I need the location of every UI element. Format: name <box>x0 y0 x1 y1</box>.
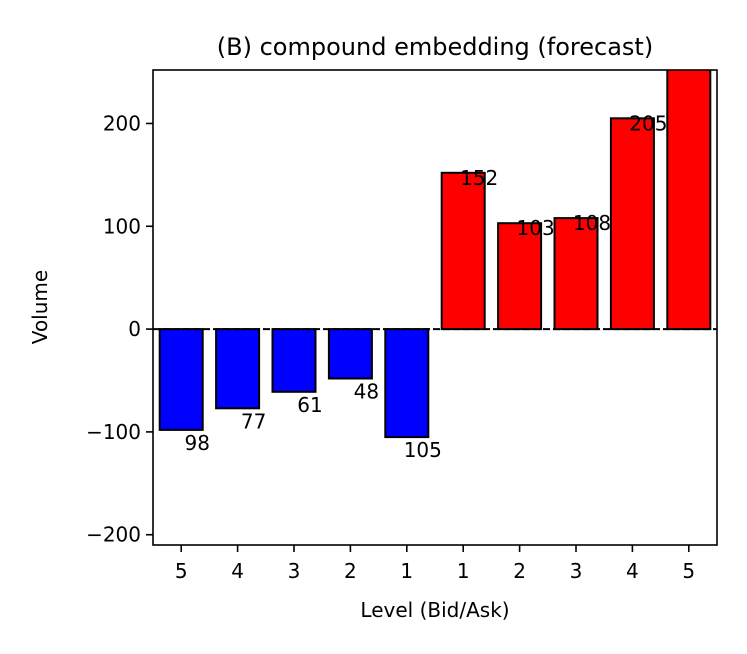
x-tick-label-2: 3 <box>288 559 301 583</box>
y-tick-label-2: 0 <box>128 317 141 341</box>
ask-bar-3 <box>553 217 599 331</box>
data-label-6: 103 <box>517 216 555 240</box>
data-label-0: 98 <box>184 431 209 455</box>
bid-bar-1 <box>384 328 430 439</box>
y-axis-label: Volume <box>28 270 52 344</box>
data-label-7: 108 <box>573 211 611 235</box>
x-tick-label-7: 3 <box>570 559 583 583</box>
ask-bar-4 <box>609 117 655 331</box>
ask-bar-2 <box>497 222 543 331</box>
bars-group <box>158 70 712 439</box>
bid-bar-3 <box>271 328 317 393</box>
bid-bar-4 <box>215 328 261 410</box>
x-tick-label-8: 4 <box>626 559 639 583</box>
x-tick-label-9: 5 <box>682 559 695 583</box>
data-label-4: 105 <box>404 438 442 462</box>
ask-bar-1 <box>440 171 486 331</box>
x-axis-label: Level (Bid/Ask) <box>360 598 509 622</box>
y-tick-label-4: 200 <box>103 111 141 135</box>
x-tick-label-0: 5 <box>175 559 188 583</box>
bid-bar-5 <box>158 328 204 431</box>
data-label-5: 152 <box>460 166 498 190</box>
x-tick-label-5: 1 <box>457 559 470 583</box>
data-label-8: 205 <box>629 111 667 135</box>
y-tick-label-3: 100 <box>103 214 141 238</box>
x-tick-label-1: 4 <box>231 559 244 583</box>
y-tick-label-0: −200 <box>86 523 141 547</box>
chart-title: (B) compound embedding (forecast) <box>217 33 653 61</box>
bid-bar-2 <box>327 328 373 380</box>
axes-frame <box>152 69 718 546</box>
data-label-2: 61 <box>297 393 322 417</box>
y-tick-label-1: −100 <box>86 420 141 444</box>
x-tick-label-3: 2 <box>344 559 357 583</box>
data-label-3: 48 <box>354 379 379 403</box>
ask-bar-5 <box>666 70 712 331</box>
x-tick-label-4: 1 <box>400 559 413 583</box>
x-tick-label-6: 2 <box>513 559 526 583</box>
data-label-1: 77 <box>241 409 266 433</box>
